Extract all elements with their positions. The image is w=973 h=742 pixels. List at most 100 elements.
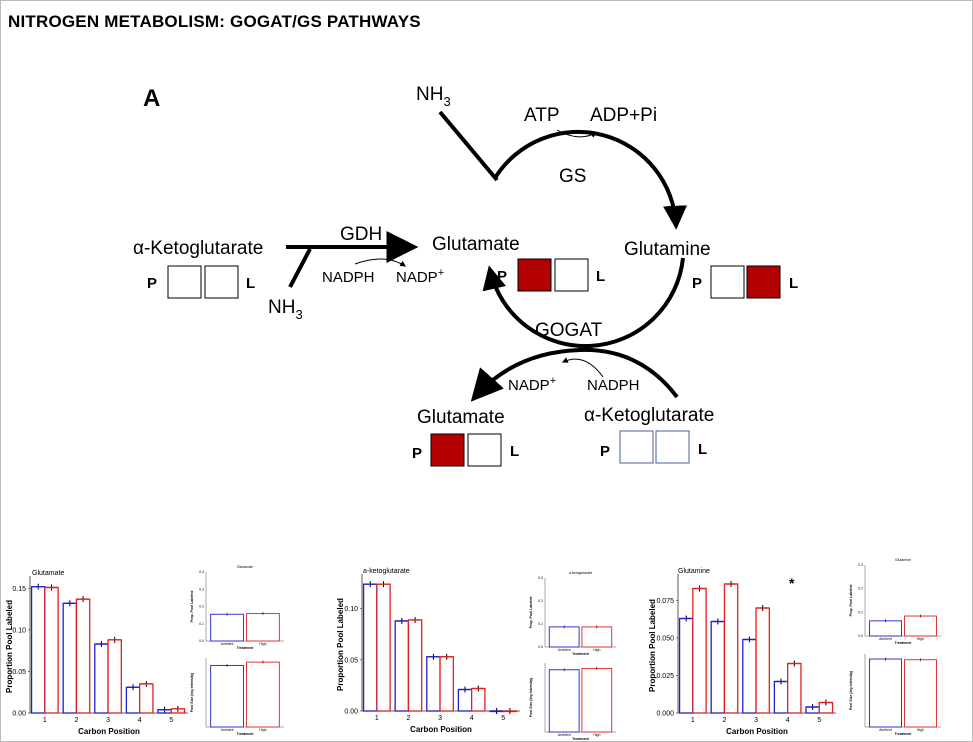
inset-title: Glutamine xyxy=(895,558,911,562)
glu-bottom-l-box xyxy=(467,433,502,467)
gogat-lower-arrow xyxy=(470,347,679,402)
glu-center-p-box xyxy=(517,258,552,292)
inset-y-label: Prop. Pool Labeled xyxy=(849,585,853,617)
gln-l-box xyxy=(746,265,781,299)
bar-chart-1: Glutamate 0.00 0.05 0.10 0.15 1 2 3 4 5 Carbon Pos… xyxy=(5,565,284,736)
bar-1-series-1 xyxy=(678,617,694,714)
bar-1-series-1 xyxy=(30,586,46,714)
glu-bottom-p: P xyxy=(412,445,422,462)
chart-title: Glutamine xyxy=(678,568,710,575)
y-axis-label: Proportion Pool Labeled xyxy=(648,599,657,692)
nadph-left-label: NADPH xyxy=(322,269,375,286)
y-axis-label: Proportion Pool Labeled xyxy=(5,600,14,693)
x-tick-label: 2 xyxy=(74,717,78,724)
inset-bar-high xyxy=(904,615,937,637)
inset-bar-ambient xyxy=(869,658,902,728)
inset-title: Glutamate xyxy=(237,565,253,569)
inset-bar-ambient xyxy=(210,613,244,642)
inset-y-tick: 0.1 xyxy=(858,610,863,614)
bar-2-series-2 xyxy=(723,583,739,714)
inset-x-tick: Ambient xyxy=(558,733,571,737)
akg-bottom-l-box xyxy=(655,430,690,464)
inset-y-label: Pool Size (log intensity) xyxy=(849,671,853,710)
inset-x-tick: Ambient xyxy=(879,728,892,732)
x-tick-label: 5 xyxy=(817,717,821,724)
x-axis-label: Carbon Position xyxy=(78,727,140,736)
bar-3-series-2 xyxy=(439,656,454,712)
bar-chart-2: a-ketoglutarate 0.00 0.05 0.10 1 2 3 4 5 Carbon P… xyxy=(336,568,616,741)
inset-y-label: Prop. Pool Labeled xyxy=(190,591,194,623)
x-axis-label: Carbon Position xyxy=(410,725,472,734)
glu-bottom-p-box xyxy=(430,433,465,467)
inset-y-label: Pool Size (log intensity) xyxy=(529,678,533,717)
akg-left-p: P xyxy=(147,275,157,292)
inset-y-label: Prop. Pool Labeled xyxy=(529,597,533,629)
inset-chart-1: Glutamine Ambient High 0.3 0.2 0.1 0.0 Treatmen… xyxy=(849,558,941,645)
nh3-left-line xyxy=(288,248,312,288)
x-tick-label: 4 xyxy=(138,717,142,724)
inset-x-tick: High xyxy=(593,648,600,652)
inset-x-tick: Ambient xyxy=(221,642,234,646)
bar-3-series-1 xyxy=(742,638,757,714)
bar-1-series-2 xyxy=(692,587,707,714)
bar-4-series-1 xyxy=(773,680,789,714)
inset-y-label: Pool Size (log intensity) xyxy=(190,673,194,712)
y-tick-label: 0.05 xyxy=(344,657,358,664)
bar-1-series-1 xyxy=(362,583,378,712)
y-tick-label: 0.000 xyxy=(656,711,674,718)
inset-y-tick: 0.1 xyxy=(538,622,543,626)
inset-y-tick: 0.3 xyxy=(858,563,863,567)
y-tick-label: 0.15 xyxy=(12,586,26,593)
bar-4-series-2 xyxy=(787,662,802,714)
inset-x-label: Treatment xyxy=(237,732,255,736)
glu-center-l-box xyxy=(554,258,589,292)
inset-x-tick: High xyxy=(259,642,266,646)
inset-chart-2: Ambient High Treatment Pool Size (log inten… xyxy=(190,658,284,736)
bar-3-series-2 xyxy=(107,639,122,714)
akg-bottom-l: L xyxy=(698,441,707,458)
bar-1-series-2 xyxy=(44,586,59,714)
panel-label: A xyxy=(143,85,160,112)
bar-4-series-1 xyxy=(457,688,473,712)
gln-p-box xyxy=(710,265,745,299)
glutamate-bottom-label: Glutamate xyxy=(417,407,505,428)
bar-chart-3: Glutamine 0.000 0.025 0.050 0.075 1 2 3 4 5 Carbon… xyxy=(648,558,941,736)
nadph-bottom-label: NADPH xyxy=(587,377,640,394)
nadp-bottom-label: NADP+ xyxy=(508,375,556,394)
chart-title: a-ketoglutarate xyxy=(363,568,410,575)
bar-4-series-1 xyxy=(125,686,141,714)
inset-x-label: Treatment xyxy=(572,737,590,741)
gdh-label: GDH xyxy=(340,224,382,245)
inset-bar-high xyxy=(581,626,613,648)
bar-1-series-2 xyxy=(376,583,391,712)
chart-title: Glutamate xyxy=(32,570,64,577)
bar-3-series-1 xyxy=(94,643,109,714)
akg-bottom-p-box xyxy=(619,430,654,464)
inset-x-tick: High xyxy=(917,637,924,641)
bar-2-series-1 xyxy=(394,620,410,712)
inset-bar-high xyxy=(246,661,280,728)
inset-y-tick: 0.2 xyxy=(199,605,204,609)
page-title: NITROGEN METABOLISM: GOGAT/GS PATHWAYS xyxy=(8,12,421,31)
inset-chart-1: Glutamate Ambient High 0.4 0.3 0.2 0.1 0.0 Treat… xyxy=(190,565,284,650)
inset-y-tick: 0.0 xyxy=(538,645,543,649)
adp-label: ADP+Pi xyxy=(590,105,657,126)
atp-label: ATP xyxy=(524,105,560,126)
glutamine-label: Glutamine xyxy=(624,239,711,260)
inset-x-tick: Ambient xyxy=(879,637,892,641)
bar-2-series-2 xyxy=(407,619,423,712)
x-tick-label: 1 xyxy=(43,717,47,724)
bar-2-series-1 xyxy=(62,602,78,714)
akg-left-l-box xyxy=(204,265,239,299)
bar-3-series-1 xyxy=(426,656,441,712)
y-tick-label: 0.050 xyxy=(656,636,674,643)
inset-x-tick: High xyxy=(259,728,266,732)
gs-label: GS xyxy=(559,166,586,187)
nh3-top-label: NH3 xyxy=(416,84,451,109)
nadp-left-label: NADP+ xyxy=(396,267,444,286)
x-tick-label: 3 xyxy=(754,717,758,724)
x-tick-label: 5 xyxy=(169,717,173,724)
gogat-arc xyxy=(482,257,685,349)
